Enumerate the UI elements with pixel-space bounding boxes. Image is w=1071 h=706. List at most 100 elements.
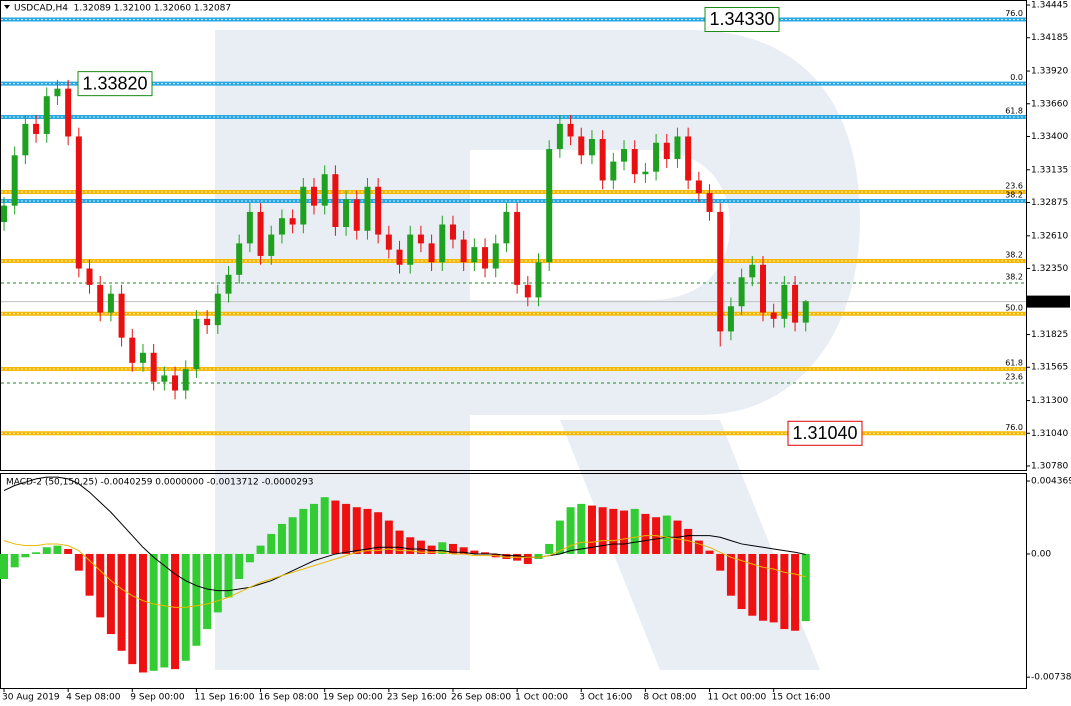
histogram-bar — [10, 553, 19, 568]
indicator-title: MACD-2 (50,150,25) -0.0040259 0.0000000 … — [6, 478, 314, 488]
candle-body — [22, 123, 29, 156]
x-tick-label: 26 Sep 08:00 — [451, 693, 511, 703]
candle-body — [321, 174, 328, 206]
histogram-bar — [801, 553, 810, 622]
histogram-bar — [737, 553, 746, 610]
histogram-bar — [331, 500, 340, 554]
menu-arrow — [4, 5, 10, 9]
candle-body — [792, 284, 799, 323]
histogram-bar — [545, 543, 554, 554]
candle-body — [246, 211, 253, 244]
x-tick-label: 11 Sep 16:00 — [194, 693, 254, 703]
level-label: 61.8 — [1005, 359, 1023, 368]
histogram-bar — [758, 553, 767, 621]
histogram-bar — [288, 517, 297, 554]
candle-body — [107, 293, 114, 313]
y-tick-label: 1.34185 — [1031, 33, 1068, 43]
histogram-bar — [342, 503, 351, 554]
candle-body — [802, 301, 809, 323]
candle-body — [311, 186, 318, 206]
last-price-box — [1027, 295, 1070, 308]
x-tick-label: 9 Sep 00:00 — [130, 693, 185, 703]
x-tick-label: 30 Aug 2019 — [2, 693, 60, 703]
annotation-label: 1.31040 — [792, 423, 857, 443]
candle-body — [75, 136, 82, 269]
level-label: 38.2 — [1005, 272, 1023, 281]
histogram-bar — [245, 553, 254, 563]
candle-body — [353, 199, 360, 231]
histogram-bar — [138, 553, 147, 673]
candle-body — [86, 268, 93, 285]
histogram-bar — [203, 553, 212, 630]
candle-body — [770, 312, 777, 319]
last-price-label: 1.32087 — [1030, 297, 1067, 307]
candle-body — [599, 138, 606, 181]
histogram-bar — [780, 553, 789, 630]
candle-body — [685, 136, 692, 181]
histogram-bar — [277, 523, 286, 554]
level-label: 76.0 — [1005, 423, 1023, 432]
candle-body — [278, 218, 285, 235]
candle-body — [749, 264, 756, 278]
candle-body — [97, 284, 104, 313]
indicator-line — [3, 476, 806, 592]
histogram-bar — [171, 553, 180, 670]
chart-title: USDCAD,H4 1.32089 1.32100 1.32060 1.3208… — [14, 4, 231, 14]
y-tick-label: 0.0043693 — [1031, 477, 1071, 487]
annotation-label: 1.34330 — [709, 9, 774, 29]
histogram-bar — [21, 553, 30, 558]
candle-body — [118, 293, 125, 338]
histogram-bar — [96, 553, 105, 618]
candle-body — [139, 352, 146, 363]
candle-body — [578, 136, 585, 156]
y-tick-label: 1.31040 — [1031, 429, 1068, 439]
candle-body — [642, 171, 649, 175]
histogram-bar — [117, 553, 126, 651]
annotation-label: 1.33820 — [82, 73, 147, 93]
histogram-bar — [363, 508, 372, 554]
histogram-bar — [566, 507, 575, 554]
candle-body — [225, 274, 232, 294]
y-tick-label: -0.007381 — [1031, 673, 1071, 683]
histogram-bar — [748, 553, 757, 616]
histogram-bar — [609, 508, 618, 554]
candle-body — [1, 205, 7, 222]
candle-body — [567, 123, 574, 137]
candle-body — [674, 136, 681, 160]
candle-body — [65, 88, 72, 137]
candle-body — [449, 224, 456, 240]
candle-body — [717, 211, 724, 332]
candle-body — [514, 211, 521, 285]
level-label: 50.0 — [1005, 303, 1023, 312]
candle-body — [706, 193, 713, 212]
level-label: 23.6 — [1005, 372, 1023, 381]
histogram-bar — [64, 548, 73, 554]
candle-body — [172, 375, 179, 391]
candle-body — [546, 149, 553, 263]
histogram-bar — [160, 553, 169, 668]
histogram-bar — [481, 552, 490, 554]
histogram-bar — [587, 505, 596, 554]
candle-body — [492, 243, 499, 269]
histogram-bar — [42, 547, 51, 554]
histogram-bar — [641, 513, 650, 554]
candle-body — [663, 142, 670, 160]
candle-body — [43, 96, 50, 134]
histogram-bar — [448, 543, 457, 554]
candle-body — [257, 211, 264, 256]
histogram-bar — [470, 550, 479, 554]
candle-body — [332, 174, 339, 228]
x-tick-label: 15 Oct 16:00 — [772, 693, 831, 703]
annotation-box — [77, 71, 153, 97]
histogram-bar — [662, 515, 671, 554]
y-tick-label: 1.33135 — [1031, 165, 1068, 175]
candle-body — [11, 155, 18, 206]
candle-body — [535, 262, 542, 298]
candle-body — [268, 234, 275, 256]
candle-body — [727, 306, 734, 332]
histogram-bar — [192, 553, 201, 646]
candle-body — [161, 375, 168, 382]
candle-body — [781, 284, 788, 319]
candle-body — [524, 284, 531, 298]
